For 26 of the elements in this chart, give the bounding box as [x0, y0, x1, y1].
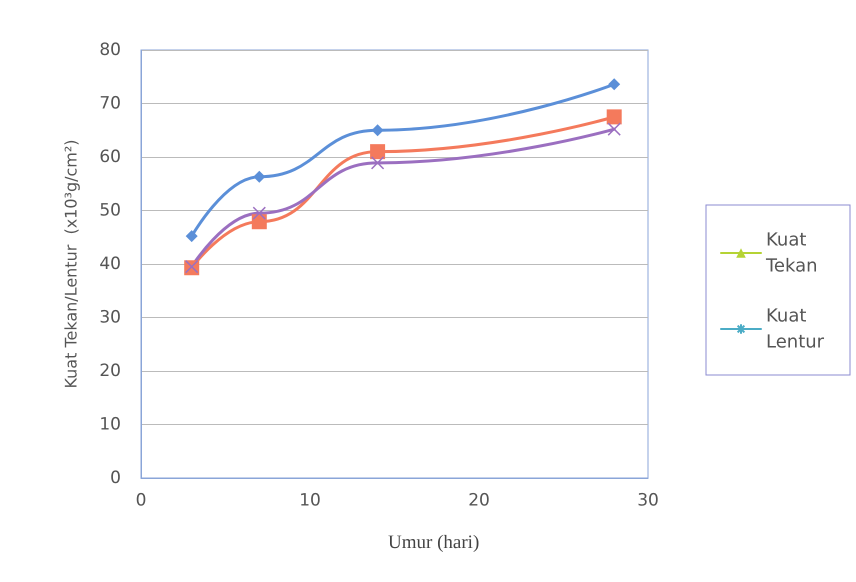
x-tick-label: 20 — [468, 490, 490, 510]
point — [253, 170, 266, 183]
point — [252, 206, 266, 220]
y-tick-label: 10 — [99, 414, 121, 434]
x-axis-title: Umur (hari) — [388, 532, 480, 553]
y-tick-label: 70 — [99, 94, 121, 114]
y-tick-label: 80 — [99, 40, 121, 60]
x-tick-label: 0 — [136, 490, 146, 510]
point — [370, 144, 386, 160]
y-tick-label: 60 — [99, 147, 121, 167]
point — [370, 156, 384, 170]
legend-label: Kuat Lentur — [766, 306, 825, 352]
y-axis-title: Kuat Tekan/Lentur (x10³g/cm²) — [62, 139, 80, 389]
x-tick-label: 10 — [299, 490, 321, 510]
y-tick-label: 0 — [110, 468, 121, 488]
y-tick-label: 20 — [99, 361, 121, 381]
point — [606, 109, 622, 124]
point — [607, 122, 621, 136]
y-tick-label: 40 — [99, 254, 121, 274]
x-tick-label: 30 — [637, 490, 659, 510]
point — [186, 230, 198, 242]
y-tick-label: 30 — [99, 308, 121, 328]
point — [372, 124, 384, 136]
y-tick-label: 50 — [99, 200, 121, 220]
legend-label: Kuat Tekan — [765, 230, 818, 276]
point — [608, 78, 620, 90]
